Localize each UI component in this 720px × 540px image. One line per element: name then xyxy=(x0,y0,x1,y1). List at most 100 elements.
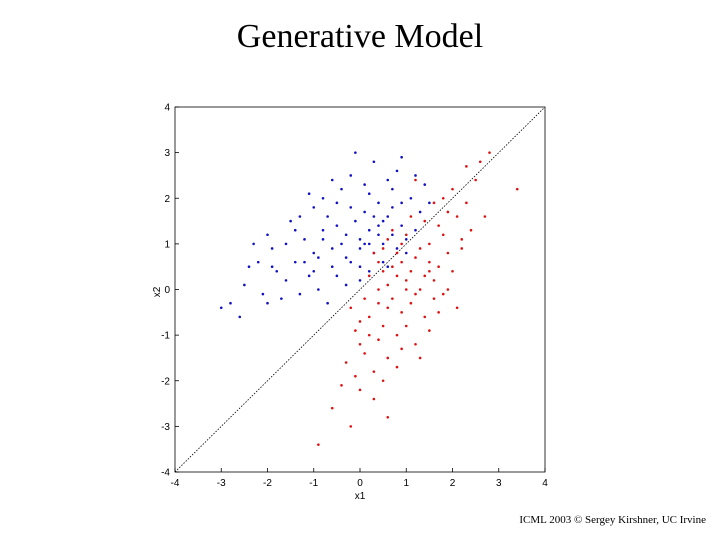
series-2-point xyxy=(418,288,422,291)
series-1-point xyxy=(363,183,366,186)
series-1-point xyxy=(354,151,357,154)
series-1-point xyxy=(340,242,343,246)
series-2-point xyxy=(349,425,353,428)
series-2-point xyxy=(423,315,427,319)
x-axis-ticks: -4 -3 -2 -1 0 1 2 3 4 xyxy=(171,468,548,489)
series-1-point xyxy=(367,269,371,273)
series-1-point xyxy=(303,260,306,264)
series-2-point xyxy=(404,233,408,237)
series-1-point xyxy=(266,233,269,237)
series-2-point xyxy=(483,215,487,218)
series-2-point xyxy=(358,342,362,346)
series-2-point xyxy=(367,333,371,337)
series-2-point xyxy=(451,269,454,273)
series-1-point xyxy=(312,206,316,209)
series-1-point xyxy=(330,178,334,182)
y-tick-label: 1 xyxy=(164,239,170,250)
series-1-point xyxy=(293,260,297,264)
series-1-point xyxy=(229,301,232,305)
x-tick-label: -1 xyxy=(309,478,318,489)
series-2-point xyxy=(372,370,376,373)
series-1-point xyxy=(423,183,427,186)
series-1-point xyxy=(386,178,390,182)
x-tick-label: 3 xyxy=(496,478,502,489)
series-2-point xyxy=(391,297,394,300)
series-1-point xyxy=(243,283,246,287)
series-1-point xyxy=(414,174,417,177)
series-2-point xyxy=(386,283,390,287)
series-1-point xyxy=(317,256,320,259)
series-1-point xyxy=(247,265,251,268)
series-2-point xyxy=(391,228,394,232)
series-1-point xyxy=(372,160,376,164)
series-1-point xyxy=(400,224,403,227)
series-1-point xyxy=(312,251,316,255)
series-1-point xyxy=(381,219,385,223)
series-1-point xyxy=(330,265,334,268)
series-1-point xyxy=(284,279,288,282)
y-tick-label: 0 xyxy=(164,285,170,296)
series-1-point xyxy=(238,315,242,319)
series-2-point xyxy=(363,352,366,355)
series-2-point xyxy=(423,274,427,278)
series-2-point xyxy=(441,233,445,237)
series-2-point xyxy=(404,279,408,282)
series-2-point xyxy=(400,347,403,351)
y-axis-label: x2 xyxy=(152,286,163,297)
series-2-point xyxy=(400,311,403,314)
series-1-point xyxy=(391,206,394,209)
series-2-point xyxy=(474,178,477,182)
y-tick-label: -4 xyxy=(161,468,170,479)
series-1-point xyxy=(354,219,357,223)
series-1-point xyxy=(307,274,311,278)
x-tick-label: 4 xyxy=(542,478,548,489)
series-2-point xyxy=(418,247,422,250)
series-2-point xyxy=(377,338,380,341)
series-1-point xyxy=(335,274,339,278)
series-1-point xyxy=(409,196,413,200)
series-1-point xyxy=(280,297,283,300)
series-2-point xyxy=(330,406,334,410)
series-2-point xyxy=(455,306,459,310)
series-1-point xyxy=(367,242,371,246)
series-2-point xyxy=(432,279,436,282)
series-1-point xyxy=(418,210,422,214)
y-tick-label: -2 xyxy=(161,376,170,387)
series-1-point xyxy=(381,260,385,264)
series-1-point xyxy=(367,228,371,232)
series-2-point xyxy=(349,306,353,310)
series-2-point xyxy=(372,251,376,255)
series-2-point xyxy=(340,384,343,387)
series-1-point xyxy=(349,206,353,209)
series-1-point xyxy=(270,247,274,250)
series-1-point xyxy=(404,251,408,255)
series-2-point xyxy=(423,219,427,223)
series-1-point xyxy=(428,201,431,205)
series-1-point xyxy=(321,228,325,232)
series-1-point xyxy=(261,292,265,296)
series-2-point xyxy=(409,215,413,218)
series-2-point xyxy=(354,374,357,378)
series-1-point xyxy=(400,201,403,205)
slide-title: Generative Model xyxy=(236,18,484,55)
scatter-plot: -4 -3 -2 -1 0 1 2 3 4 -4 -3 -2 -1 0 1 2 3 4 x1 x2 xyxy=(152,103,548,503)
series-1-point xyxy=(400,155,403,159)
series-1-point xyxy=(363,242,366,246)
y-tick-label: 3 xyxy=(164,148,170,159)
series-2-point xyxy=(372,397,376,401)
series-2-point xyxy=(377,288,380,291)
series-2-point xyxy=(437,265,440,268)
series-2-point xyxy=(386,238,390,241)
series-1-point xyxy=(335,224,339,227)
series-2-point xyxy=(395,274,399,278)
series-2-point xyxy=(428,269,431,273)
series-1-point xyxy=(386,265,390,268)
y-tick-label: 2 xyxy=(164,194,170,205)
series-1-point xyxy=(321,196,325,200)
series-2-point xyxy=(441,196,445,200)
series-1-point xyxy=(377,233,380,237)
series-2-point xyxy=(446,288,450,291)
series-2-point xyxy=(395,333,399,337)
series-2-point xyxy=(432,201,436,205)
series-1-point xyxy=(289,219,292,223)
